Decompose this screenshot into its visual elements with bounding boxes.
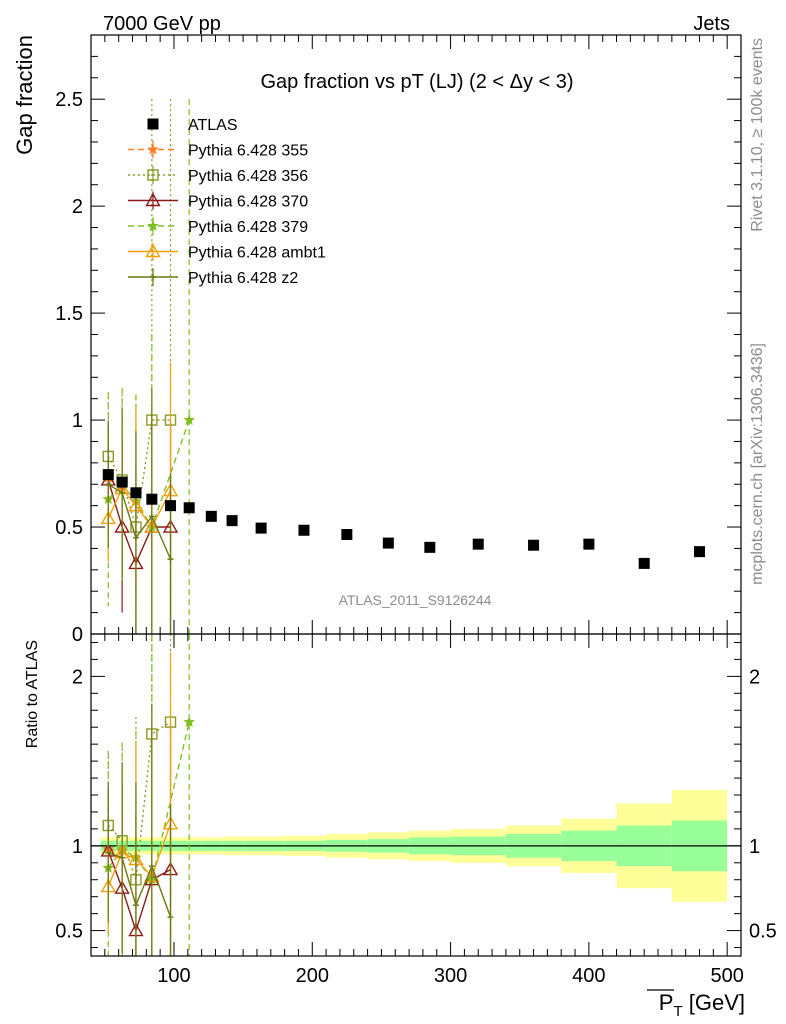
legend-entry: Pythia 6.428 370 xyxy=(128,191,308,211)
ratio-data-point xyxy=(119,854,126,861)
legend-marker xyxy=(150,274,156,280)
legend-entry: Pythia 6.428 355 xyxy=(128,140,308,160)
legend-label: Pythia 6.428 379 xyxy=(188,219,308,236)
legend-label: Pythia 6.428 z2 xyxy=(188,270,298,287)
main-panel: 0.5 1 1.5 2 2.5 0 Gap fraction vs pT (LJ) (2 … xyxy=(12,34,742,646)
ratio-y-axis-label: Ratio to ATLAS xyxy=(24,640,41,748)
legend-label: Pythia 6.428 356 xyxy=(188,168,308,185)
data-point xyxy=(183,413,196,426)
data-point xyxy=(132,534,139,541)
legend-marker xyxy=(147,118,159,130)
x-tick-label: 300 xyxy=(434,965,467,987)
header-left: 7000 GeV pp xyxy=(103,13,221,35)
atlas-data-point xyxy=(205,510,217,522)
watermark: ATLAS_2011_S9126244 xyxy=(339,592,492,608)
legend-marker xyxy=(147,219,159,231)
x-tick-label: 100 xyxy=(157,965,190,987)
ratio-data-point xyxy=(148,863,155,870)
header-right: Jets xyxy=(693,13,730,35)
atlas-data-point xyxy=(226,515,238,527)
atlas-data-point xyxy=(255,522,267,534)
y-tick-label: 1 xyxy=(72,410,83,432)
legend-label: ATLAS xyxy=(188,117,238,134)
atlas-data-point xyxy=(102,469,114,481)
ratio-y-tick-label-right: 2 xyxy=(749,666,760,688)
data-point xyxy=(119,489,126,496)
legend-label: Pythia 6.428 ambt1 xyxy=(188,245,326,262)
series-line xyxy=(107,419,190,529)
x-tick-label: 200 xyxy=(296,965,329,987)
ratio-y-tick-label-right: 1 xyxy=(749,836,760,858)
legend-entry: ATLAS xyxy=(147,117,238,134)
ratio-y-tick-label: 0.5 xyxy=(55,921,83,943)
y-axis-label: Gap fraction xyxy=(12,35,37,155)
atlas-data-point xyxy=(183,502,195,514)
x-tick-label: 400 xyxy=(572,965,605,987)
ratio-frame xyxy=(90,633,742,957)
legend-marker xyxy=(145,243,161,258)
legend-label: Pythia 6.428 370 xyxy=(188,194,308,211)
ratio-data-point xyxy=(183,715,196,728)
atlas-data-point xyxy=(165,500,177,512)
legend-marker xyxy=(145,192,161,207)
legend-entry: Pythia 6.428 z2 xyxy=(128,268,298,287)
legend-marker xyxy=(147,169,159,181)
atlas-data-point xyxy=(116,476,128,488)
atlas-data-point xyxy=(638,557,650,569)
y-tick-label: 0.5 xyxy=(55,517,83,539)
atlas-data-point xyxy=(382,537,394,549)
ratio-panel: 100 200 300 400 500 0.5 0.5 1 1 2 2 Ratio to ATLAS… xyxy=(24,633,777,1020)
chart-title: Gap fraction vs pT (LJ) (2 < Δy < 3) xyxy=(260,71,573,93)
atlas-data-point xyxy=(298,524,310,536)
legend-entry: Pythia 6.428 ambt1 xyxy=(128,242,326,262)
ratio-y-tick-label: 1 xyxy=(72,836,83,858)
ratio-y-tick-label-right: 0.5 xyxy=(749,921,777,943)
atlas-data-point xyxy=(130,487,142,499)
ratio-data-point xyxy=(105,849,112,856)
ratio-data-point xyxy=(132,902,139,909)
y-tick-label: 2 xyxy=(72,196,83,218)
legend-entry: Pythia 6.428 356 xyxy=(128,166,308,185)
atlas-data-point xyxy=(341,529,353,541)
data-point xyxy=(148,513,155,520)
atlas-data-point xyxy=(583,538,595,550)
ratio-y-tick-label: 2 xyxy=(72,666,83,688)
y-tick-label: 2.5 xyxy=(55,89,83,111)
data-point xyxy=(105,481,112,488)
legend-label: Pythia 6.428 355 xyxy=(188,143,308,160)
x-tick-label: 500 xyxy=(710,965,743,987)
data-point xyxy=(167,556,174,563)
rivet-label: Rivet 3.1.10, ≥ 100k events xyxy=(749,38,766,232)
ratio-data-point xyxy=(167,914,174,921)
y-tick-label: 1.5 xyxy=(55,303,83,325)
atlas-data-point xyxy=(424,541,436,553)
x-axis-label: PT [GeV] xyxy=(659,990,745,1020)
atlas-data-point xyxy=(146,493,158,505)
mcplots-label: mcplots.cern.ch [arXiv:1306.3436] xyxy=(749,343,766,585)
legend: ATLAS Pythia 6.428 355 Pythia 6.428 356 Pyt… xyxy=(128,117,326,287)
atlas-data-point xyxy=(528,539,540,551)
atlas-data-point xyxy=(694,546,706,558)
y-tick-label: 0 xyxy=(72,624,83,646)
legend-entry: Pythia 6.428 379 xyxy=(128,217,308,236)
atlas-data-point xyxy=(472,538,484,550)
legend-marker xyxy=(147,143,159,155)
